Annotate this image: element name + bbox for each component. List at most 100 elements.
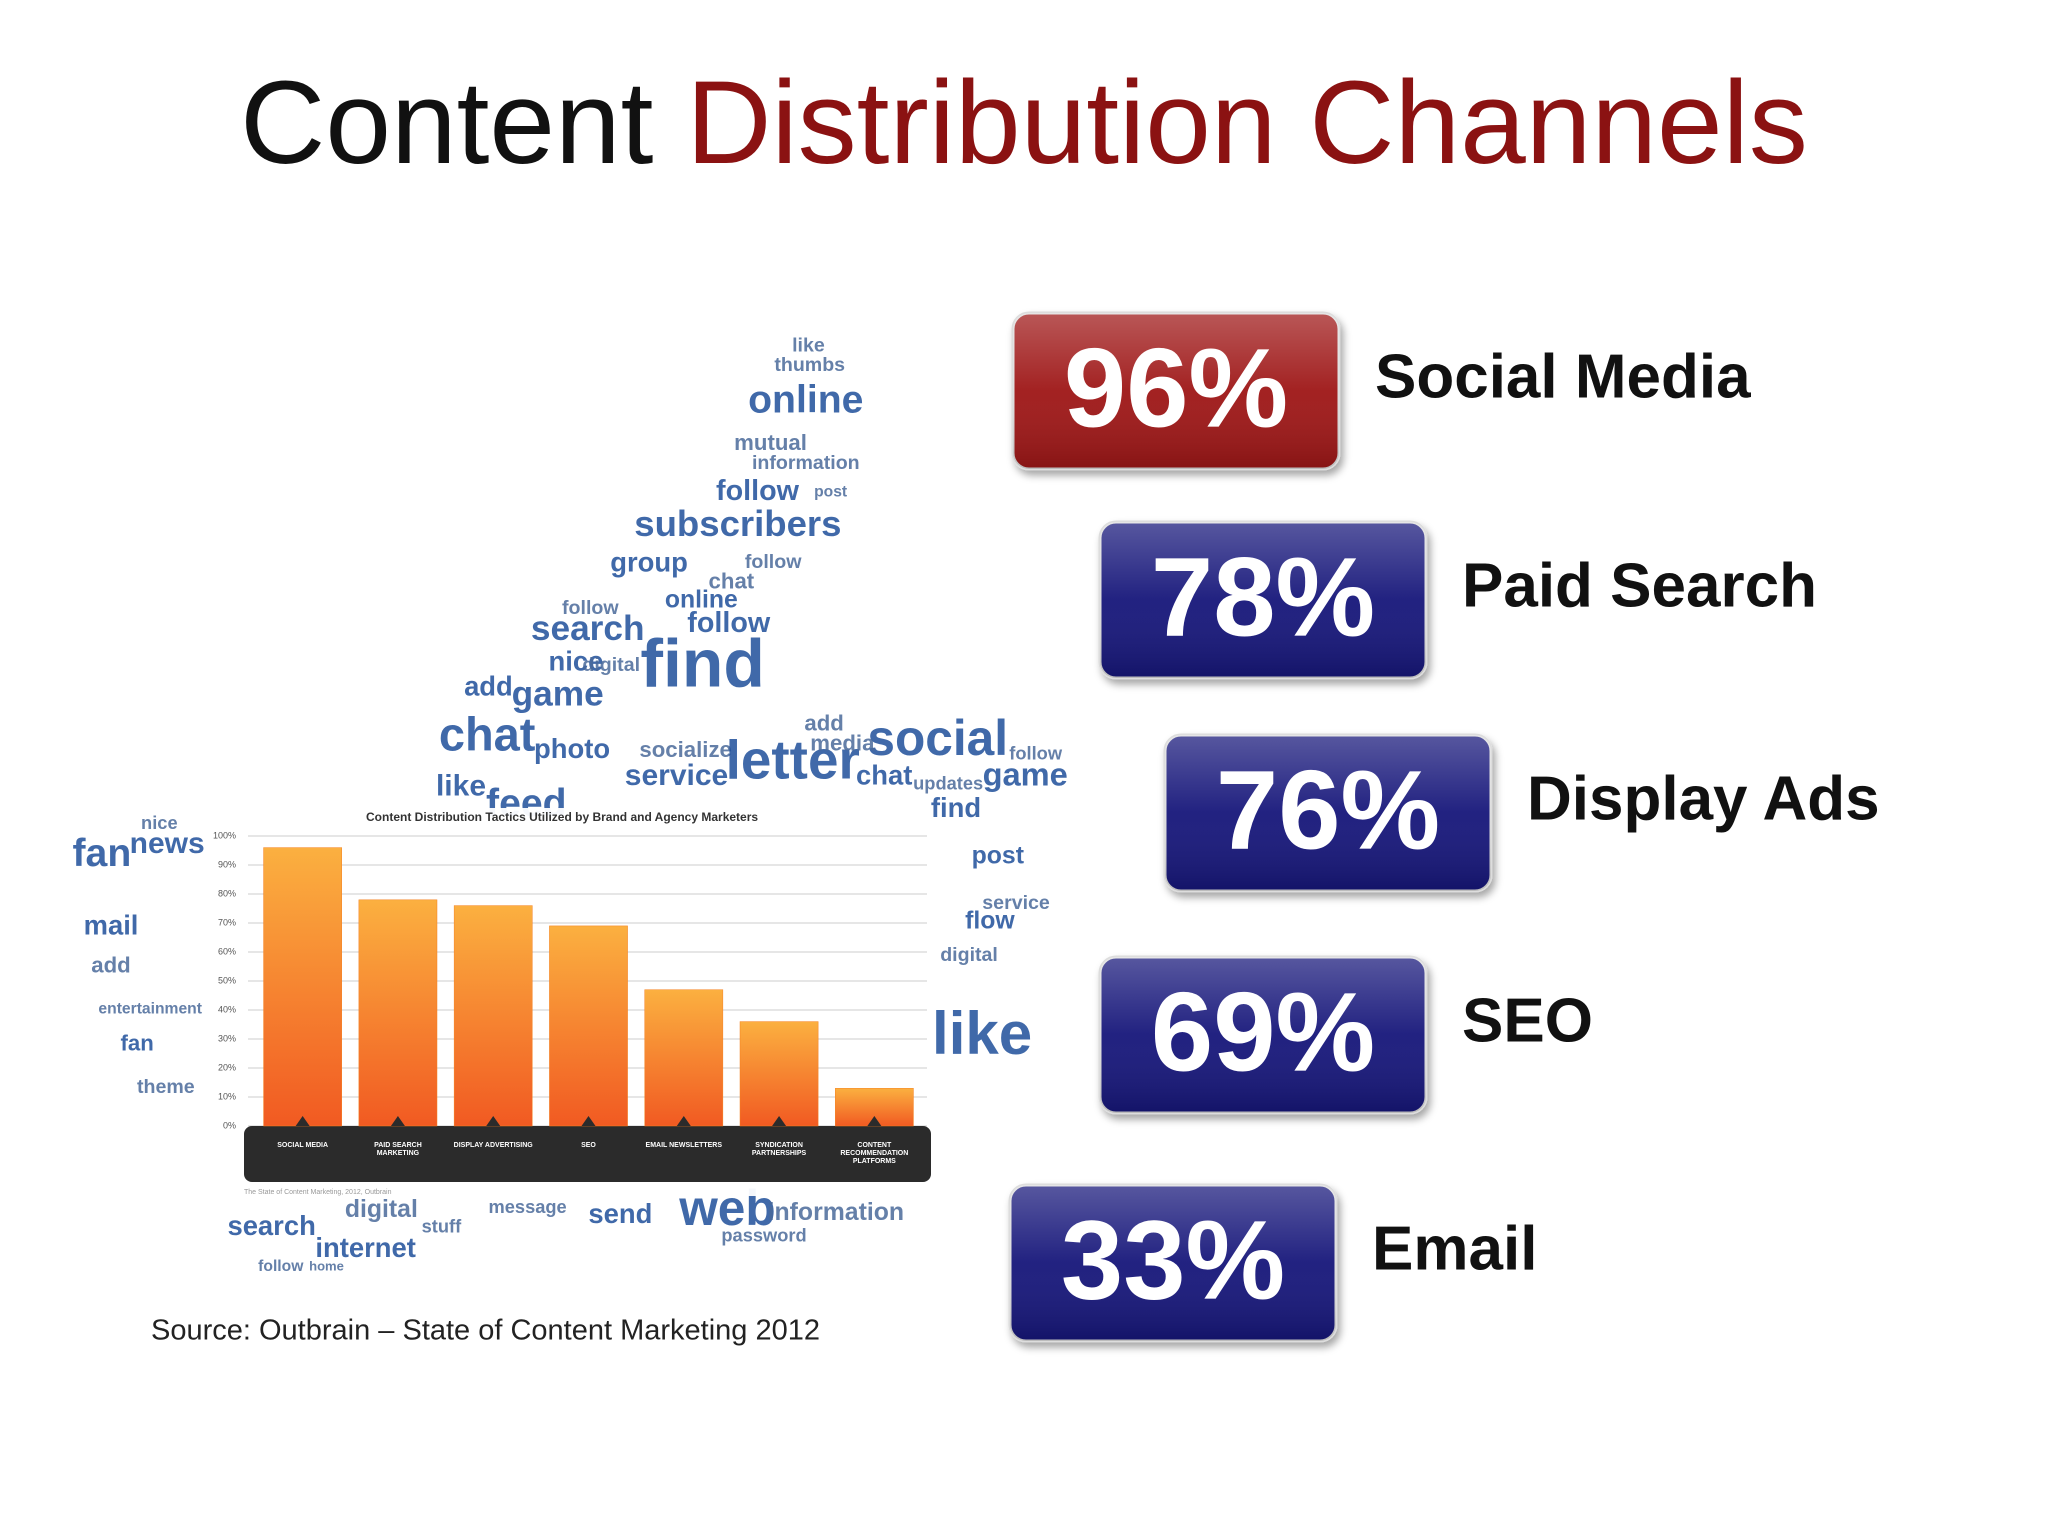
cloud-word: stuff: [422, 1215, 462, 1236]
x-tick-label: CONTENT RECOMMENDATION PLATFORMS: [840, 1142, 909, 1165]
y-tick-label: 40%: [218, 1004, 236, 1014]
cloud-word: nice: [549, 646, 604, 677]
stat-label: Email: [1372, 1214, 1537, 1283]
bar: [549, 925, 628, 1127]
cloud-word: chat: [709, 568, 755, 593]
strip-notch: [295, 1116, 310, 1126]
stat-value: 76%: [1216, 748, 1440, 873]
cloud-word: group: [610, 546, 688, 577]
x-tick-label: DISPLAY ADVERTISING: [453, 1142, 533, 1149]
cloud-word: send: [588, 1198, 652, 1229]
cloud-word: digital: [345, 1196, 418, 1223]
stat-value: 96%: [1064, 326, 1288, 451]
stat-box-gloss: [1100, 957, 1426, 1113]
strip-notch: [772, 1116, 787, 1126]
cloud-word: search: [531, 609, 645, 648]
stat-label: Social Media: [1375, 342, 1751, 411]
bar: [453, 905, 533, 1127]
y-tick-label: 90%: [218, 859, 236, 869]
cloud-word: online: [748, 379, 863, 422]
chart-title: Content Distribution Tactics Utilized by…: [366, 810, 758, 824]
stat-box-gloss: [1010, 1185, 1336, 1341]
bar: [739, 1021, 819, 1127]
stat-label: Paid Search: [1462, 551, 1817, 620]
cloud-word: follow: [562, 597, 619, 619]
x-tick-label: SEO: [581, 1142, 596, 1149]
cloud-word: digital: [940, 944, 998, 966]
stat-label: SEO: [1462, 986, 1593, 1055]
cloud-word: nice: [141, 812, 178, 833]
cloud-word: socialize: [639, 737, 732, 762]
cloud-word: post: [814, 484, 848, 501]
cloud-word: media: [810, 730, 875, 755]
cloud-word: add: [804, 711, 843, 736]
y-tick-label: 30%: [218, 1033, 236, 1043]
y-tick-label: 0%: [223, 1120, 236, 1130]
x-tick-label: PAID SEARCH MARKETING: [374, 1142, 422, 1157]
cloud-word: flow: [965, 908, 1015, 935]
cloud-word: theme: [137, 1076, 195, 1098]
y-tick-label: 60%: [218, 946, 236, 956]
cloud-word: fan: [120, 1031, 153, 1056]
strip-notch: [581, 1116, 596, 1126]
cloud-word: game: [983, 756, 1068, 793]
y-tick-label: 80%: [218, 888, 236, 898]
cloud-word: mutual: [734, 430, 807, 455]
cloud-word: chat: [439, 707, 536, 760]
cloud-word: internet: [315, 1232, 416, 1263]
title-accent: Distribution Channels: [686, 57, 1808, 189]
category-strip: [244, 1126, 931, 1182]
cloud-word: letter: [726, 728, 860, 790]
y-tick-label: 100%: [213, 830, 236, 840]
cloud-word: find: [640, 627, 764, 702]
strip-notch: [867, 1116, 882, 1126]
cloud-word: follow: [687, 607, 771, 639]
cloud-word: password: [721, 1225, 806, 1246]
cloud-word: like: [436, 769, 486, 802]
stat-value: 33%: [1061, 1198, 1285, 1323]
stat-value: 69%: [1151, 970, 1375, 1095]
x-tick-label: SOCIAL MEDIA: [277, 1142, 329, 1149]
cloud-word: chat: [856, 759, 912, 790]
cloud-word: information: [768, 1199, 904, 1226]
y-tick-label: 20%: [218, 1062, 236, 1072]
x-tick-label: SYNDICATION PARTNERSHIPS: [751, 1142, 807, 1157]
bar: [644, 989, 724, 1127]
cloud-word: like: [932, 1000, 1032, 1067]
cloud-word: add: [464, 671, 513, 702]
stat-value: 78%: [1151, 535, 1375, 660]
strip-notch: [486, 1116, 501, 1126]
cloud-word: service: [625, 759, 729, 792]
cloud-word: subscribers: [634, 503, 841, 544]
cloud-word: fan: [72, 832, 131, 875]
cloud-word: find: [931, 792, 981, 823]
cloud-word: service: [982, 892, 1050, 914]
cloud-word: like: [792, 334, 825, 356]
cloud-word: follow: [1009, 743, 1063, 764]
cloud-word: add: [91, 952, 130, 977]
title-lead: Content: [240, 57, 653, 189]
strip-notch: [390, 1116, 405, 1126]
y-tick-label: 10%: [218, 1091, 236, 1101]
stat-box-gloss: [1165, 735, 1491, 891]
cloud-word: home: [309, 1258, 344, 1273]
chart-note: The State of Content Marketing, 2012, Ou…: [244, 1189, 392, 1196]
cloud-word: social: [867, 710, 1008, 766]
cloud-word: thumbs: [774, 354, 845, 376]
cloud-word: message: [489, 1196, 567, 1217]
stat-box-gloss: [1100, 522, 1426, 678]
cloud-word: follow: [745, 551, 802, 573]
cloud-word: digital: [582, 654, 640, 676]
bar: [263, 847, 342, 1127]
cloud-word: information: [752, 452, 860, 474]
cloud-word: follow: [716, 475, 800, 507]
y-tick-label: 50%: [218, 975, 236, 985]
stat-box-gloss: [1013, 313, 1339, 469]
cloud-word: updates: [913, 773, 983, 794]
cloud-word: game: [512, 674, 604, 713]
y-tick-label: 70%: [218, 917, 236, 927]
cloud-word: entertainment: [98, 1001, 202, 1018]
cloud-word: post: [972, 842, 1024, 869]
